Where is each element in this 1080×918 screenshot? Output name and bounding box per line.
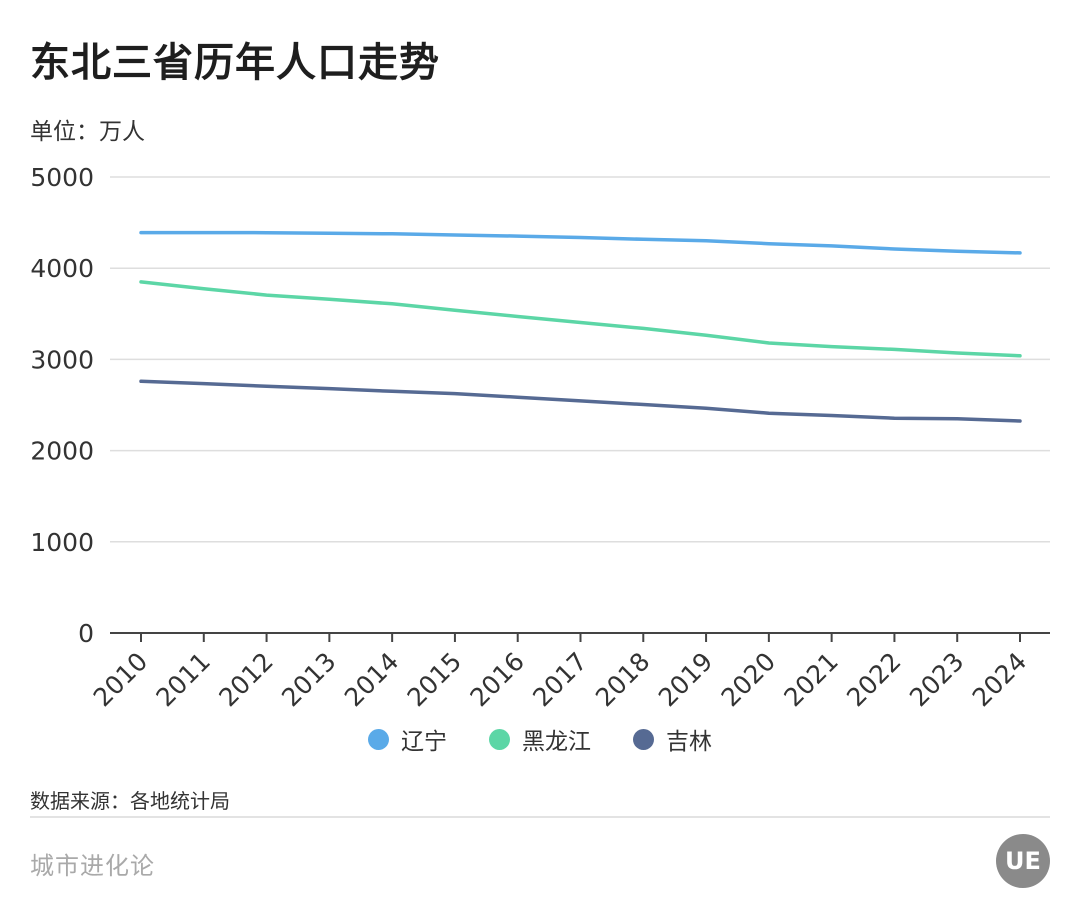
x-tick-label: 2023 xyxy=(904,647,969,712)
x-tick-label: 2013 xyxy=(276,647,341,712)
x-tick-label: 2017 xyxy=(527,647,592,712)
y-tick-label: 4000 xyxy=(30,254,94,283)
y-tick-label: 0 xyxy=(78,619,94,648)
y-tick-label: 1000 xyxy=(30,528,94,557)
series-line-2 xyxy=(139,379,1022,423)
x-tick-label: 2015 xyxy=(402,647,467,712)
legend-label: 吉林 xyxy=(666,729,712,755)
x-tick-label: 2016 xyxy=(464,647,529,712)
divider xyxy=(30,816,1050,818)
x-tick-label: 2018 xyxy=(590,647,655,712)
y-tick-label: 2000 xyxy=(30,437,94,466)
x-tick-label: 2011 xyxy=(151,647,216,712)
unit-label: 单位：万人 xyxy=(30,119,145,145)
legend-item-liaoning[interactable]: 辽宁 xyxy=(368,722,447,756)
x-tick-label: 2010 xyxy=(88,647,153,712)
brand-logo: UE xyxy=(996,834,1050,888)
chart-title: 东北三省历年人口走势 xyxy=(30,40,440,86)
x-tick-label: 2021 xyxy=(778,647,843,712)
x-tick-label: 2019 xyxy=(653,647,718,712)
y-tick-label: 5000 xyxy=(30,163,94,192)
brand-name: 城市进化论 xyxy=(30,852,155,880)
legend-marker xyxy=(368,728,389,750)
legend: 辽宁 黑龙江 吉林 xyxy=(0,722,1080,756)
x-tick-label: 2024 xyxy=(967,647,1032,712)
legend-label: 辽宁 xyxy=(401,729,447,755)
x-tick-label: 2022 xyxy=(841,647,906,712)
x-tick-label: 2012 xyxy=(213,647,278,712)
legend-marker xyxy=(633,728,654,750)
data-source: 数据来源：各地统计局 xyxy=(30,789,230,813)
legend-marker xyxy=(489,728,510,750)
y-tick-label: 3000 xyxy=(30,345,94,374)
legend-item-heilongjiang[interactable]: 黑龙江 xyxy=(489,722,591,756)
legend-label: 黑龙江 xyxy=(522,729,591,755)
x-tick-label: 2014 xyxy=(339,647,404,712)
x-tick-label: 2020 xyxy=(716,647,781,712)
series-line-1 xyxy=(139,280,1022,358)
series-line-0 xyxy=(139,230,1022,255)
legend-item-jilin[interactable]: 吉林 xyxy=(633,722,712,756)
